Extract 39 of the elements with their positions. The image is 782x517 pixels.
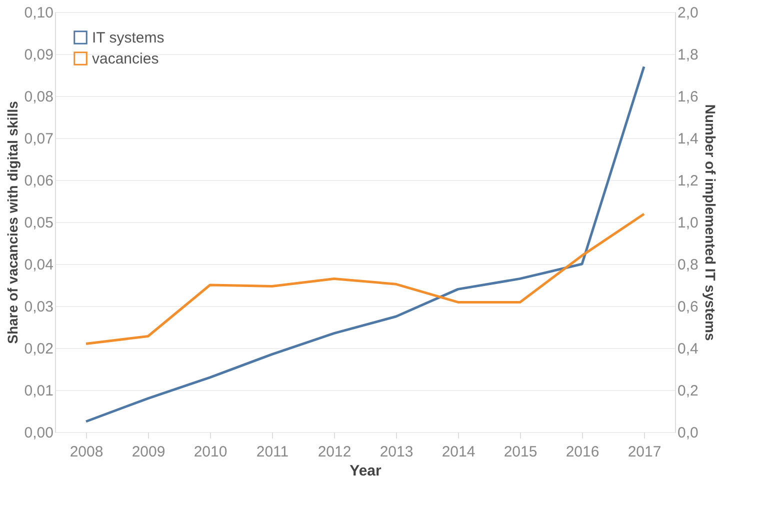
y-tick-label: 0,08 (24, 88, 54, 106)
x-tick-label: 2015 (504, 444, 538, 460)
y-axis-title: Share of vacancies with digital skills (4, 100, 20, 344)
y-tick-label: 0,02 (24, 340, 54, 358)
y-tick-label: 0,07 (24, 130, 54, 148)
y2-tick-label: 0,8 (678, 256, 698, 274)
y-tick-label: 0,10 (24, 4, 54, 22)
y-tick-label: 0,09 (24, 46, 54, 64)
line-series (84, 65, 646, 423)
y2-tick-label: 2,0 (678, 4, 698, 22)
x-tick-label: 2012 (318, 444, 352, 460)
x-tick-label: 2017 (628, 444, 662, 460)
y2-tick-label: 0,2 (678, 382, 698, 400)
legend-label: IT systems (92, 30, 164, 46)
y-tick-label: 0,04 (24, 256, 54, 274)
y2-tick-label: 0,0 (678, 424, 698, 442)
x-tick-label: 2014 (442, 444, 476, 460)
line-series (84, 212, 646, 346)
x-tick-label: 2011 (256, 444, 289, 460)
y2-tick-label: 1,8 (678, 46, 698, 64)
y2-axis-title: Number of implemented IT systems (702, 104, 718, 341)
y2-tick-label: 1,2 (678, 172, 698, 190)
x-axis-title: Year (350, 462, 382, 480)
y-tick-label: 0,06 (24, 172, 54, 190)
legend-label: vacancies (92, 50, 159, 68)
x-tick-label: 2008 (70, 444, 104, 460)
x-tick-label: 2010 (194, 444, 228, 460)
x-tick-label: 2016 (566, 444, 600, 460)
y-tick-label: 0,01 (24, 382, 54, 400)
y2-tick-label: 1,6 (678, 88, 698, 106)
y2-tick-label: 0,4 (678, 340, 698, 358)
y-tick-label: 0,00 (24, 424, 54, 442)
x-tick-label: 2009 (132, 444, 166, 460)
y2-tick-label: 0,6 (678, 298, 698, 316)
y-tick-label: 0,05 (24, 214, 54, 232)
y2-tick-label: 1,0 (678, 214, 698, 232)
x-tick-label: 2013 (380, 444, 414, 460)
y2-tick-label: 1,4 (678, 130, 698, 148)
y-tick-label: 0,03 (24, 298, 54, 316)
